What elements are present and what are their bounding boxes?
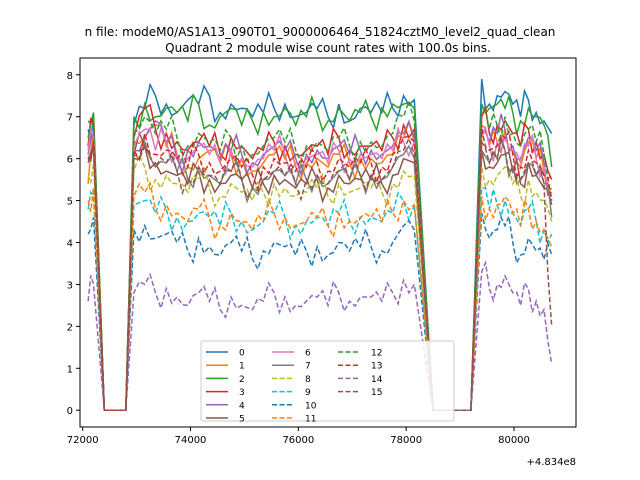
y-tick-label: 2 [67,322,73,333]
legend-label-4: 4 [239,401,245,411]
series-line-10 [87,212,553,411]
y-tick-label: 1 [67,364,73,375]
legend-label-6: 6 [305,349,311,359]
legend-box [200,340,455,422]
series-layer [87,78,553,411]
legend-label-1: 1 [239,362,245,372]
legend-label-13: 13 [371,362,382,372]
series-line-6 [87,125,553,411]
y-tick-label: 0 [67,406,73,417]
y-tick-label: 8 [67,71,73,82]
legend-label-12: 12 [371,349,382,359]
series-line-11 [87,181,553,411]
legend-label-9: 9 [305,388,311,398]
legend-label-15: 15 [371,388,382,398]
y-tick-label: 5 [67,197,73,208]
series-line-3 [87,103,553,411]
legend-label-3: 3 [239,388,245,398]
x-tick-label: 80000 [498,435,530,446]
legend-label-11: 11 [305,415,316,425]
legend-label-2: 2 [239,375,245,385]
y-tick-label: 4 [67,239,73,250]
legend-label-14: 14 [371,375,383,385]
series-line-5 [87,130,553,411]
y-axis: 0 1 2 3 4 5 6 7 8 [67,71,80,417]
chart-title: Quadrant 2 module wise count rates with … [165,41,491,55]
legend-label-8: 8 [305,375,311,385]
x-tick-label: 74000 [175,435,207,446]
legend-label-5: 5 [239,415,245,425]
legend-label-10: 10 [305,401,317,411]
series-line-15 [87,136,553,411]
x-tick-label: 76000 [282,435,314,446]
legend-label-0: 0 [239,349,245,359]
y-tick-label: 3 [67,280,73,291]
series-line-13 [87,129,553,411]
legend-label-7: 7 [305,362,311,372]
x-axis: 72000 74000 76000 78000 80000 [67,427,530,446]
y-tick-label: 6 [67,155,73,166]
x-tick-label: 72000 [67,435,99,446]
y-tick-label: 7 [67,113,73,124]
file-title: n file: modeM0/AS1A13_090T01_9000006464_… [85,25,556,39]
x-axis-offset-label: +4.834e8 [526,457,576,468]
series-line-14 [87,260,553,411]
series-line-8 [87,153,553,411]
series-line-2 [87,92,553,411]
x-tick-label: 78000 [390,435,422,446]
